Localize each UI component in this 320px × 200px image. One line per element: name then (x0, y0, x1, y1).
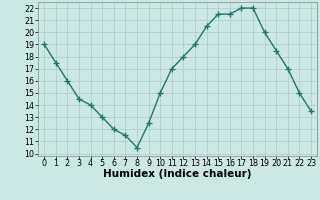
X-axis label: Humidex (Indice chaleur): Humidex (Indice chaleur) (103, 169, 252, 179)
